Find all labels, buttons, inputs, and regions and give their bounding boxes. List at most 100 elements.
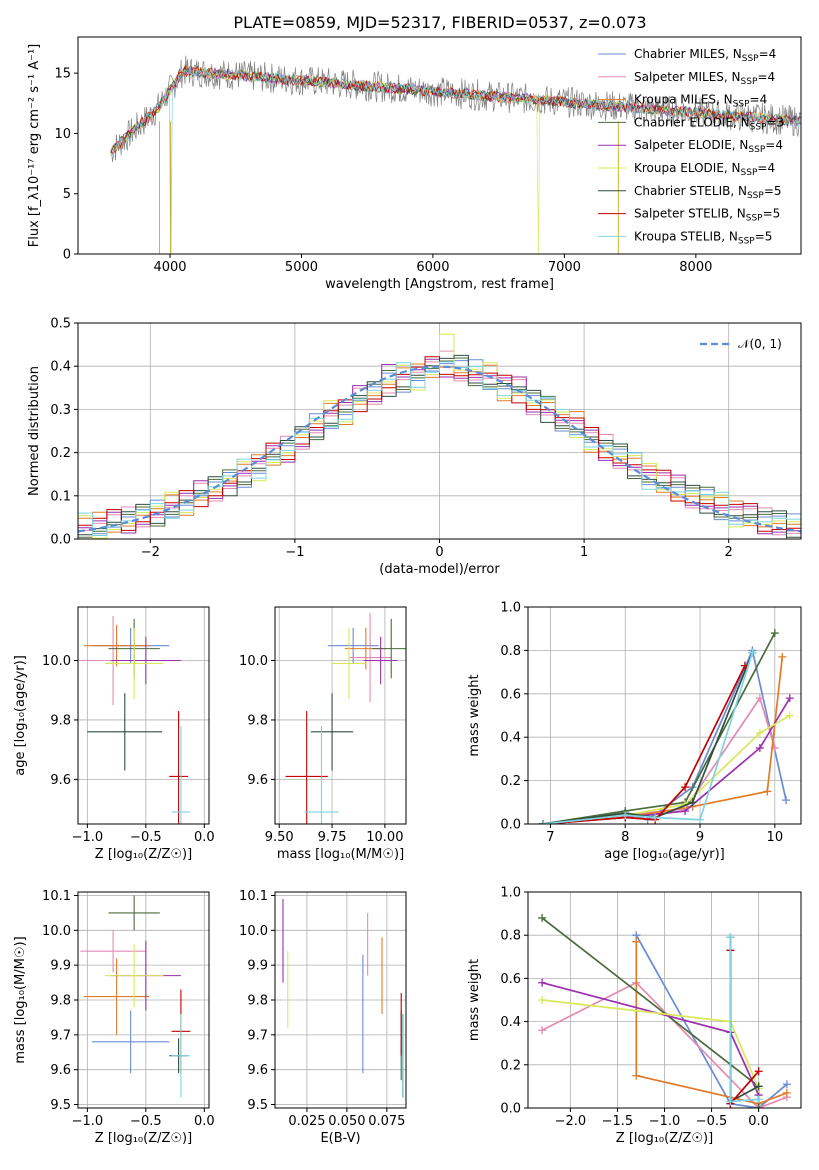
p3-ytick-label: 1.0 bbox=[500, 601, 521, 616]
legend-value: =5 bbox=[755, 229, 773, 243]
p3-ytick-label: 0.8 bbox=[500, 644, 521, 659]
spectrum-ytick-label: 15 bbox=[54, 67, 71, 82]
p6-point-marker bbox=[632, 1071, 641, 1080]
p3-frame bbox=[527, 606, 802, 825]
spectrum-legend-entry: Kroupa MILES, NSSP=4 bbox=[634, 93, 767, 110]
residuals-axes bbox=[74, 322, 802, 543]
residuals-xtick-label: 2 bbox=[725, 545, 733, 560]
residuals-ytick-label: 0.0 bbox=[50, 533, 71, 548]
p6-plot-area bbox=[538, 913, 791, 1108]
spectrum-xlabel: wavelength [Angstrom, rest frame] bbox=[325, 277, 554, 292]
spectrum-legend-entry: Chabrier STELIB, NSSP=5 bbox=[634, 184, 782, 201]
p6-point-marker bbox=[754, 1095, 763, 1104]
residuals-ytick-label: 0.3 bbox=[50, 403, 71, 418]
spectrum-model-line-5 bbox=[110, 66, 801, 151]
legend-subscript: SSP bbox=[733, 100, 750, 110]
p5-axes bbox=[271, 891, 407, 1112]
p4-ytick-label: 10.1 bbox=[42, 889, 71, 904]
p3-point-marker bbox=[755, 744, 764, 753]
spectrum-legend-entry: Salpeter ELODIE, NSSP=4 bbox=[634, 138, 783, 155]
legend-name: Chabrier ELODIE, N bbox=[634, 115, 750, 129]
legend-value: =4 bbox=[750, 93, 768, 107]
p1-axes bbox=[74, 606, 210, 828]
p6-xtick-label: 0.0 bbox=[748, 1114, 769, 1129]
p6-point-marker bbox=[754, 1067, 763, 1076]
p6-point-marker bbox=[782, 1080, 791, 1089]
residuals-ytick-label: 0.4 bbox=[50, 360, 71, 375]
normal-curve bbox=[78, 365, 801, 533]
p5-plot-area bbox=[282, 898, 404, 1098]
p5-ytick-label: 9.9 bbox=[247, 959, 268, 974]
spectrum-plot-area bbox=[110, 55, 801, 254]
p6-series-line bbox=[541, 981, 788, 1108]
legend-value: =5 bbox=[764, 184, 782, 198]
p5-xtick-label: 0.025 bbox=[288, 1114, 325, 1129]
p3-xtick-label: 7 bbox=[546, 830, 554, 845]
p6-point-marker bbox=[726, 1097, 735, 1106]
p3-series-line bbox=[542, 696, 776, 824]
residuals-ylabel: Normed distribution bbox=[27, 366, 42, 496]
p1-ytick-label: 9.8 bbox=[50, 713, 71, 728]
p1-xtick-label: 0.0 bbox=[194, 830, 215, 845]
p4-ytick-label: 10.0 bbox=[42, 924, 71, 939]
p3-plot-area bbox=[538, 629, 794, 824]
p3-ylabel: mass weight bbox=[467, 674, 482, 756]
p5-xlabel: E(B-V) bbox=[320, 1131, 360, 1146]
p3-point-marker bbox=[763, 787, 772, 796]
residuals-xlabel: (data-model)/error bbox=[379, 562, 500, 577]
p6-xlabel: Z [log₁₀(Z/Z☉)] bbox=[616, 1131, 713, 1146]
legend-name: Salpeter ELODIE, N bbox=[634, 138, 748, 152]
spectrum-ytick-label: 10 bbox=[54, 127, 71, 142]
p5-ytick-label: 10.1 bbox=[239, 889, 268, 904]
p3-point-marker bbox=[681, 783, 690, 792]
p3-axes bbox=[524, 606, 802, 828]
p1-plot-area bbox=[80, 615, 191, 824]
p4-plot-area bbox=[80, 895, 191, 1098]
p3-series-line bbox=[542, 652, 754, 824]
legend-name: Chabrier STELIB, N bbox=[634, 184, 747, 198]
p2-xtick-label: 9.75 bbox=[318, 830, 347, 845]
p5-ytick-label: 10.0 bbox=[239, 924, 268, 939]
p6-ytick-label: 1.0 bbox=[500, 886, 521, 901]
spectrum-legend-entry: Salpeter MILES, NSSP=4 bbox=[634, 70, 775, 87]
spectrum-xtick-label: 5000 bbox=[285, 260, 318, 275]
legend-subscript: SSP bbox=[738, 236, 755, 246]
p3-point-marker bbox=[785, 711, 794, 720]
spectrum-xtick-label: 4000 bbox=[153, 260, 186, 275]
p6-point-marker bbox=[632, 937, 641, 946]
p3-point-marker bbox=[755, 728, 764, 737]
residual-histogram-9 bbox=[78, 361, 801, 536]
p4-ytick-label: 9.8 bbox=[50, 994, 71, 1009]
spectrum-legend-entry: Salpeter STELIB, NSSP=5 bbox=[634, 207, 780, 224]
residuals-xtick-label: −1 bbox=[285, 545, 304, 560]
p3-ytick-label: 0.4 bbox=[500, 731, 521, 746]
p3-xtick-label: 10 bbox=[767, 830, 784, 845]
p3-point-marker bbox=[696, 815, 705, 824]
p5-ytick-label: 9.7 bbox=[247, 1028, 268, 1043]
p3-ytick-label: 0.0 bbox=[500, 818, 521, 833]
p6-ytick-label: 0.8 bbox=[500, 929, 521, 944]
legend-subscript: SSP bbox=[742, 54, 759, 64]
p6-ylabel: mass weight bbox=[467, 959, 482, 1041]
p2-ytick-label: 10.0 bbox=[239, 654, 268, 669]
legend-value: =3 bbox=[766, 115, 784, 129]
p3-series-line bbox=[542, 652, 754, 824]
legend-value: =4 bbox=[765, 138, 783, 152]
legend-subscript: SSP bbox=[750, 122, 767, 132]
p5-ytick-label: 9.6 bbox=[247, 1063, 268, 1078]
legend-value: =4 bbox=[757, 70, 775, 84]
residuals-ytick-label: 0.2 bbox=[50, 446, 71, 461]
spectrum-model-line-7 bbox=[110, 64, 801, 154]
legend-value: =5 bbox=[763, 207, 781, 221]
p6-point-marker bbox=[538, 978, 547, 987]
spectrum-legend-entry: Chabrier MILES, NSSP=4 bbox=[634, 47, 776, 64]
p1-xtick-label: −0.5 bbox=[130, 830, 162, 845]
p3-point-marker bbox=[538, 820, 547, 824]
p6-point-marker bbox=[754, 1082, 763, 1091]
p6-point-marker bbox=[538, 1026, 547, 1035]
p6-ytick-label: 0.0 bbox=[500, 1102, 521, 1117]
p5-ytick-label: 9.5 bbox=[247, 1098, 268, 1113]
p1-xtick-label: −1.0 bbox=[72, 830, 104, 845]
p3-series-line bbox=[542, 632, 776, 824]
